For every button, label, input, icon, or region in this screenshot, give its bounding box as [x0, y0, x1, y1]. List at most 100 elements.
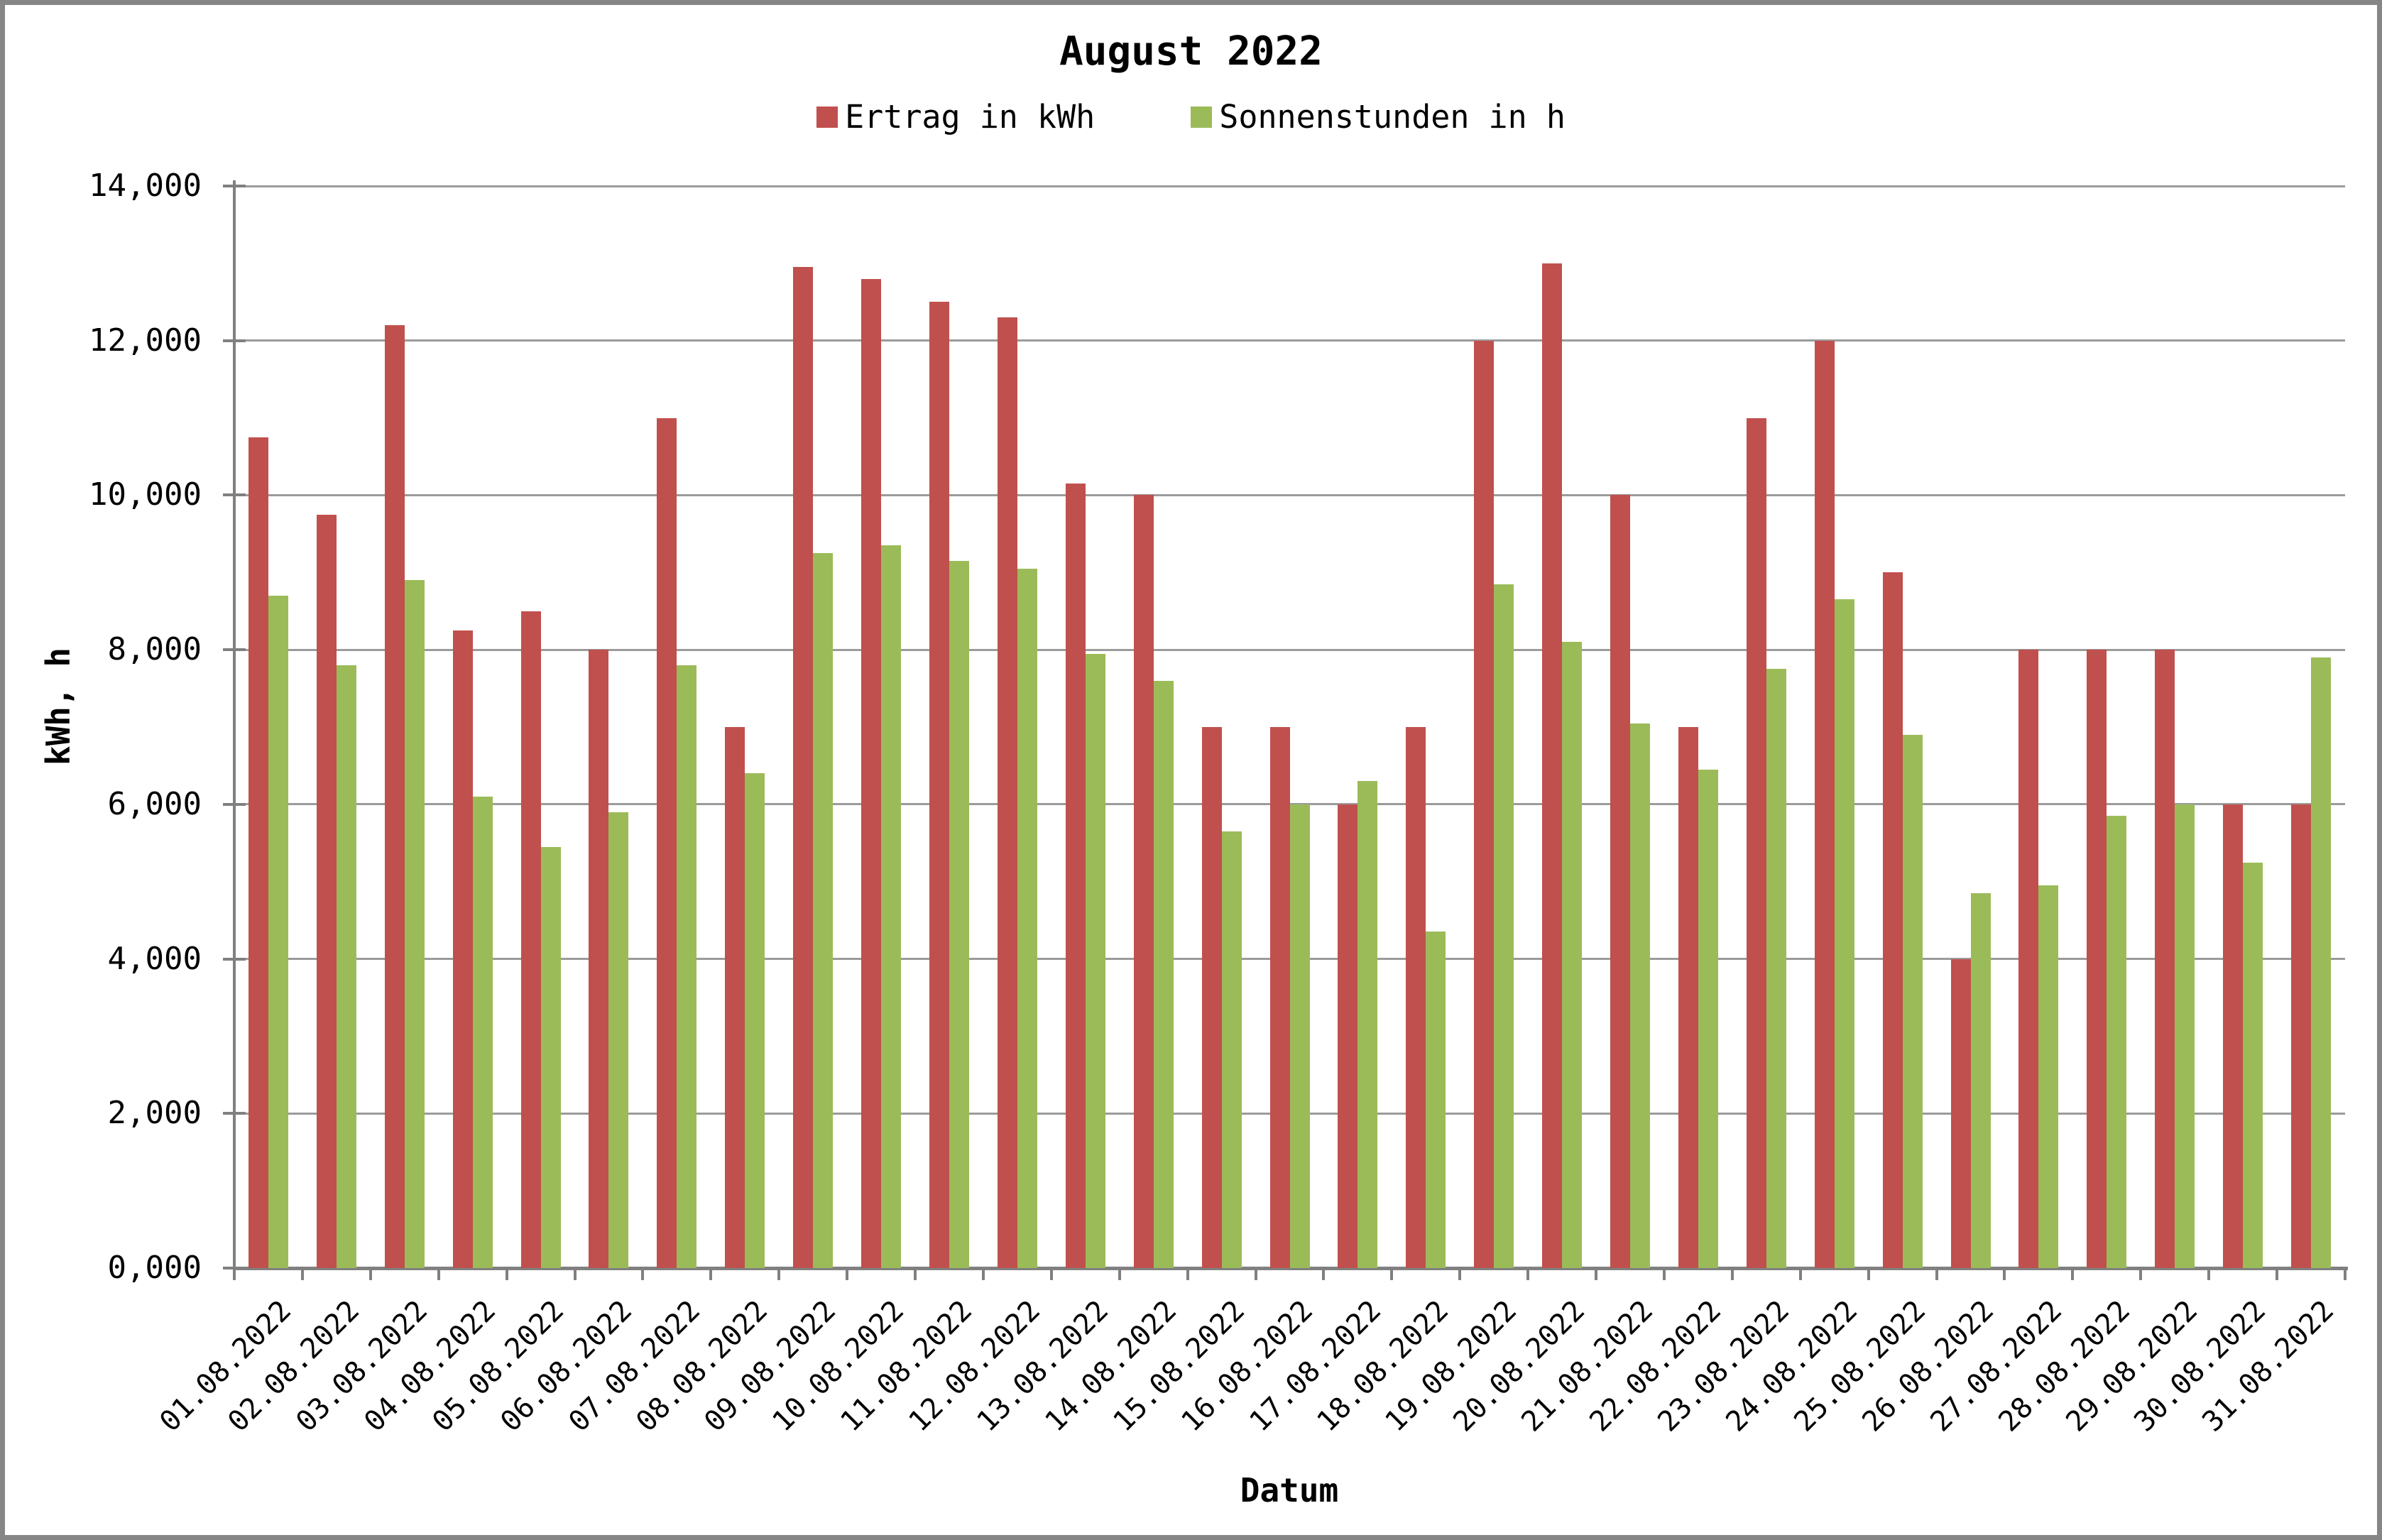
x-tick: [2276, 1270, 2279, 1280]
x-tick: [2207, 1270, 2211, 1280]
x-tick: [2139, 1270, 2143, 1280]
x-axis-title: Datum: [1240, 1471, 1339, 1509]
y-tick: [223, 648, 246, 652]
x-tick: [300, 1270, 304, 1280]
bar-sonnenstunden: [1970, 893, 1991, 1268]
bar-sonnenstunden: [2175, 804, 2195, 1268]
y-tick-label: 10,000: [89, 476, 202, 513]
bar-ertrag: [384, 324, 405, 1268]
y-tick: [223, 493, 246, 497]
x-tick: [914, 1270, 917, 1280]
y-tick-label: 8,000: [107, 631, 202, 668]
y-tick: [223, 1112, 246, 1115]
x-tick: [368, 1270, 372, 1280]
y-tick: [223, 339, 246, 342]
y-axis-line: [233, 180, 236, 1272]
y-tick: [223, 185, 246, 187]
x-tick: [2071, 1270, 2075, 1280]
bar-sonnenstunden: [745, 773, 765, 1268]
bar-ertrag: [793, 267, 814, 1268]
x-tick: [437, 1270, 440, 1280]
bar-ertrag: [452, 630, 473, 1268]
legend-swatch-sonnenstunden: [1191, 106, 1213, 128]
bar-sonnenstunden: [2311, 657, 2332, 1268]
bar-ertrag: [1406, 727, 1426, 1268]
bar-ertrag: [997, 317, 1017, 1268]
bar-sonnenstunden: [813, 553, 834, 1268]
bar-ertrag: [316, 514, 337, 1268]
x-tick: [709, 1270, 713, 1280]
bar-ertrag: [589, 650, 609, 1268]
bar-ertrag: [1950, 959, 1971, 1268]
x-tick: [505, 1270, 508, 1280]
bar-ertrag: [861, 278, 882, 1268]
y-tick-label: 14,000: [89, 168, 202, 204]
x-tick: [233, 1270, 236, 1280]
x-tick: [1730, 1270, 1734, 1280]
bar-ertrag: [2291, 804, 2312, 1268]
bar-sonnenstunden: [1357, 781, 1378, 1268]
y-tick-label: 6,000: [107, 785, 202, 822]
bar-ertrag: [1882, 572, 1903, 1268]
bar-sonnenstunden: [1562, 642, 1583, 1268]
x-tick: [846, 1270, 849, 1280]
y-tick-label: 2,000: [107, 1095, 202, 1132]
bar-sonnenstunden: [881, 545, 902, 1268]
bar-sonnenstunden: [1085, 653, 1105, 1268]
bar-ertrag: [2087, 650, 2107, 1268]
bar-sonnenstunden: [1426, 932, 1446, 1268]
bar-ertrag: [1201, 727, 1222, 1268]
x-tick: [1867, 1270, 1870, 1280]
bar-ertrag: [1474, 340, 1495, 1268]
bar-ertrag: [1338, 804, 1358, 1268]
bar-ertrag: [1269, 727, 1290, 1268]
bar-sonnenstunden: [1630, 723, 1651, 1268]
bar-sonnenstunden: [1766, 669, 1786, 1268]
bar-ertrag: [2155, 650, 2175, 1268]
gridline: [234, 648, 2345, 651]
bar-ertrag: [1610, 495, 1631, 1268]
x-tick: [1254, 1270, 1257, 1280]
gridline: [234, 185, 2345, 187]
bar-sonnenstunden: [1289, 804, 1310, 1268]
bar-sonnenstunden: [1221, 831, 1242, 1268]
y-tick-label: 0,000: [107, 1250, 202, 1286]
bar-sonnenstunden: [677, 665, 697, 1268]
legend-item-sonnenstunden: Sonnenstunden in h: [1191, 98, 1566, 136]
legend-item-ertrag: Ertrag in kWh: [816, 98, 1095, 136]
x-tick: [573, 1270, 577, 1280]
x-tick: [777, 1270, 781, 1280]
bar-ertrag: [1542, 263, 1563, 1268]
gridline: [234, 493, 2345, 496]
bar-ertrag: [929, 302, 949, 1268]
bar-sonnenstunden: [268, 595, 288, 1268]
x-tick: [1935, 1270, 1938, 1280]
x-tick: [1798, 1270, 1802, 1280]
x-tick: [981, 1270, 985, 1280]
bar-sonnenstunden: [404, 580, 425, 1268]
bar-sonnenstunden: [1017, 568, 1037, 1268]
bar-ertrag: [520, 611, 541, 1268]
x-tick: [641, 1270, 645, 1280]
bar-sonnenstunden: [336, 665, 356, 1268]
x-tick: [2344, 1270, 2347, 1280]
bar-ertrag: [248, 437, 268, 1268]
y-axis-title: kWh, h: [39, 647, 77, 766]
bar-sonnenstunden: [472, 796, 493, 1268]
bar-sonnenstunden: [2243, 862, 2263, 1268]
legend-label-sonnenstunden: Sonnenstunden in h: [1219, 98, 1566, 136]
bar-sonnenstunden: [540, 846, 561, 1268]
bar-sonnenstunden: [2038, 885, 2059, 1268]
legend-swatch-ertrag: [816, 106, 838, 128]
x-tick: [1049, 1270, 1053, 1280]
bar-sonnenstunden: [1698, 769, 1718, 1268]
bar-ertrag: [1746, 417, 1766, 1268]
gridline: [234, 339, 2345, 342]
bar-sonnenstunden: [1153, 680, 1174, 1268]
x-tick: [1458, 1270, 1462, 1280]
bar-ertrag: [1065, 484, 1086, 1268]
x-tick: [1526, 1270, 1530, 1280]
x-tick: [2003, 1270, 2006, 1280]
x-tick: [1662, 1270, 1666, 1280]
